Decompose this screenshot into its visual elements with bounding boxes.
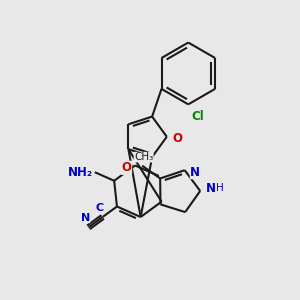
Text: N: N xyxy=(190,166,200,179)
Text: C: C xyxy=(96,202,104,212)
Text: N: N xyxy=(206,182,215,194)
Text: N: N xyxy=(81,213,90,223)
Text: Cl: Cl xyxy=(192,110,205,123)
Text: O: O xyxy=(122,161,131,174)
Text: NH₂: NH₂ xyxy=(68,166,92,179)
Text: O: O xyxy=(172,132,182,145)
Text: H: H xyxy=(216,183,224,193)
Text: CH₃: CH₃ xyxy=(134,152,153,162)
